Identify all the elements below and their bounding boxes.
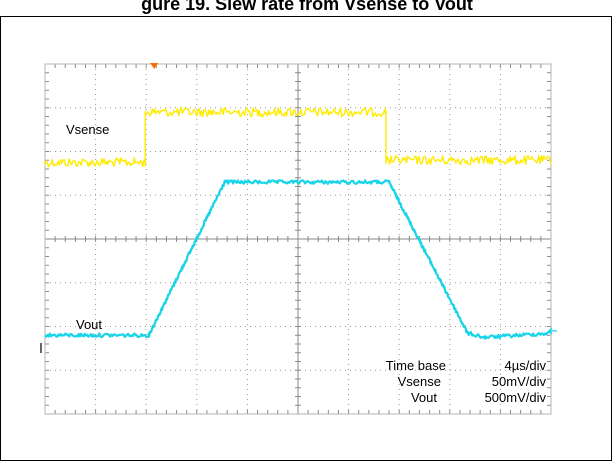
graticule-border [44,63,552,415]
labels: Vsense Vout Time base 4µs/div Vsense 50m… [66,122,546,405]
oscilloscope-chart: Vsense Vout Time base 4µs/div Vsense 50m… [40,63,557,415]
traces [44,107,552,340]
grid [44,63,552,415]
vsense-scale-label: Vsense [398,374,441,389]
vout-scale-value: 500mV/div [485,390,547,405]
time-base-label: Time base [386,358,446,373]
series-label-vout: Vout [76,317,102,332]
series-label-vsense: Vsense [66,122,109,137]
trigger-marker-icon [150,63,159,69]
vout-trace [44,179,552,340]
vout-scale-label: Vout [411,390,437,405]
vsense-trace [44,107,552,168]
figure-title: gure 19. Slew rate from Vsense to Vout [141,0,473,14]
time-base-value: 4µs/div [505,358,547,373]
figure-frame: Vsense Vout Time base 4µs/div Vsense 50m… [0,16,612,461]
vsense-scale-value: 50mV/div [492,374,547,389]
title-strip: gure 19. Slew rate from Vsense to Vout [0,0,614,16]
